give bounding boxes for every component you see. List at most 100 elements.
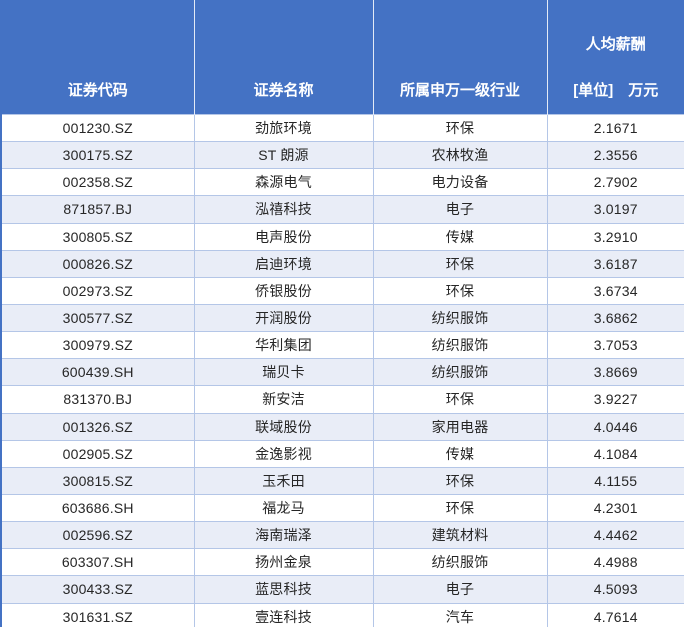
cell-industry[interactable]: 传媒 [372, 222, 548, 251]
header-cell-code[interactable]: 证券代码 [1, 0, 194, 115]
cell-industry[interactable]: 建筑材料 [372, 521, 548, 550]
cell-industry[interactable]: 环保 [372, 276, 548, 305]
table-row: 300175.SZ ST 朗源 农林牧渔 2.3556 [0, 141, 684, 170]
cell-code[interactable]: 000826.SZ [0, 249, 195, 278]
cell-salary[interactable]: 3.8669 [546, 358, 684, 387]
table-row: 300433.SZ 蓝思科技 电子 4.5093 [0, 575, 684, 604]
cell-salary[interactable]: 4.4462 [546, 521, 684, 550]
table-row: 300577.SZ 开润股份 纺织服饰 3.6862 [0, 303, 684, 333]
cell-name[interactable]: 玉禾田 [193, 466, 374, 495]
cell-name[interactable]: 电声股份 [193, 222, 374, 251]
cell-code[interactable]: 600439.SH [0, 358, 195, 387]
cell-name[interactable]: 瑞贝卡 [193, 358, 374, 387]
cell-name[interactable]: 海南瑞泽 [193, 521, 374, 550]
cell-salary[interactable]: 4.2301 [546, 493, 684, 523]
cell-salary[interactable]: 4.1155 [546, 466, 684, 495]
cell-salary[interactable]: 2.1671 [546, 113, 684, 143]
header-salary-title: 人均薪酬 [585, 36, 646, 53]
cell-salary[interactable]: 4.5093 [546, 575, 684, 604]
cell-salary[interactable]: 3.6862 [546, 303, 684, 333]
cell-industry[interactable]: 纺织服饰 [372, 548, 548, 577]
table-row: 603307.SH 扬州金泉 纺织服饰 4.4988 [0, 548, 684, 577]
table-row: 002905.SZ 金逸影视 传媒 4.1084 [0, 439, 684, 468]
cell-industry[interactable]: 纺织服饰 [372, 358, 548, 387]
cell-salary[interactable]: 2.7902 [546, 168, 684, 197]
table-row: 001326.SZ 联域股份 家用电器 4.0446 [0, 412, 684, 441]
cell-salary[interactable]: 4.4988 [546, 548, 684, 577]
cell-name[interactable]: ST 朗源 [193, 141, 374, 170]
cell-code[interactable]: 871857.BJ [0, 195, 195, 224]
cell-salary[interactable]: 4.7614 [546, 602, 684, 627]
cell-code[interactable]: 300175.SZ [0, 141, 195, 170]
cell-code[interactable]: 603307.SH [0, 548, 195, 577]
cell-salary[interactable]: 3.9227 [546, 385, 684, 414]
header-cell-name[interactable]: 证券名称 [193, 0, 373, 115]
table-row: 002973.SZ 侨银股份 环保 3.6734 [0, 276, 684, 305]
cell-salary[interactable]: 2.3556 [546, 141, 684, 170]
cell-name[interactable]: 开润股份 [193, 303, 374, 333]
cell-name[interactable]: 联域股份 [193, 412, 374, 441]
table-row: 300815.SZ 玉禾田 环保 4.1155 [0, 466, 684, 495]
cell-code[interactable]: 300433.SZ [0, 575, 195, 604]
cell-salary[interactable]: 3.6734 [546, 276, 684, 305]
cell-name[interactable]: 侨银股份 [193, 276, 374, 305]
cell-name[interactable]: 华利集团 [193, 331, 374, 360]
cell-industry[interactable]: 汽车 [372, 602, 548, 627]
header-salary-unit: [单位] 万元 [573, 82, 659, 99]
table-row: 603686.SH 福龙马 环保 4.2301 [0, 493, 684, 523]
cell-industry[interactable]: 环保 [372, 466, 548, 495]
cell-industry[interactable]: 电子 [372, 195, 548, 224]
cell-code[interactable]: 002973.SZ [0, 276, 195, 305]
cell-code[interactable]: 300979.SZ [0, 331, 195, 360]
cell-name[interactable]: 福龙马 [193, 493, 374, 523]
cell-salary[interactable]: 4.1084 [546, 439, 684, 468]
cell-code[interactable]: 301631.SZ [0, 602, 195, 627]
cell-code[interactable]: 002596.SZ [0, 521, 195, 550]
cell-name[interactable]: 金逸影视 [193, 439, 374, 468]
cell-name[interactable]: 蓝思科技 [193, 575, 374, 604]
table-row: 301631.SZ 壹连科技 汽车 4.7614 [0, 602, 684, 627]
table-row: 000826.SZ 启迪环境 环保 3.6187 [0, 249, 684, 278]
cell-salary[interactable]: 3.0197 [546, 195, 684, 224]
cell-name[interactable]: 劲旅环境 [193, 113, 374, 143]
cell-salary[interactable]: 3.6187 [546, 249, 684, 278]
cell-industry[interactable]: 传媒 [372, 439, 548, 468]
cell-code[interactable]: 300577.SZ [0, 303, 195, 333]
cell-code[interactable]: 002358.SZ [0, 168, 195, 197]
cell-code[interactable]: 001326.SZ [0, 412, 195, 441]
cell-industry[interactable]: 环保 [372, 385, 548, 414]
cell-industry[interactable]: 农林牧渔 [372, 141, 548, 170]
cell-code[interactable]: 300815.SZ [0, 466, 195, 495]
header-cell-salary[interactable]: 人均薪酬 [单位] 万元 [546, 0, 684, 115]
cell-industry[interactable]: 环保 [372, 249, 548, 278]
table-row: 831370.BJ 新安洁 环保 3.9227 [0, 385, 684, 414]
cell-code[interactable]: 603686.SH [0, 493, 195, 523]
cell-name[interactable]: 启迪环境 [193, 249, 374, 278]
cell-name[interactable]: 壹连科技 [193, 602, 374, 627]
cell-name[interactable]: 泓禧科技 [193, 195, 374, 224]
cell-industry[interactable]: 环保 [372, 493, 548, 523]
cell-salary[interactable]: 3.7053 [546, 331, 684, 360]
table-row: 600439.SH 瑞贝卡 纺织服饰 3.8669 [0, 358, 684, 387]
cell-code[interactable]: 300805.SZ [0, 222, 195, 251]
cell-code[interactable]: 001230.SZ [0, 113, 195, 143]
cell-industry[interactable]: 家用电器 [372, 412, 548, 441]
cell-industry[interactable]: 纺织服饰 [372, 303, 548, 333]
cell-industry[interactable]: 电子 [372, 575, 548, 604]
cell-salary[interactable]: 3.2910 [546, 222, 684, 251]
table-row: 300979.SZ 华利集团 纺织服饰 3.7053 [0, 331, 684, 360]
table-row: 300805.SZ 电声股份 传媒 3.2910 [0, 222, 684, 251]
cell-industry[interactable]: 纺织服饰 [372, 331, 548, 360]
cell-industry[interactable]: 电力设备 [372, 168, 548, 197]
cell-code[interactable]: 831370.BJ [0, 385, 195, 414]
header-cell-industry[interactable]: 所属申万一级行业 [372, 0, 547, 115]
cell-name[interactable]: 扬州金泉 [193, 548, 374, 577]
table-row: 002358.SZ 森源电气 电力设备 2.7902 [0, 168, 684, 197]
cell-name[interactable]: 新安洁 [193, 385, 374, 414]
cell-salary[interactable]: 4.0446 [546, 412, 684, 441]
cell-industry[interactable]: 环保 [372, 113, 548, 143]
cell-code[interactable]: 002905.SZ [0, 439, 195, 468]
cell-name[interactable]: 森源电气 [193, 168, 374, 197]
